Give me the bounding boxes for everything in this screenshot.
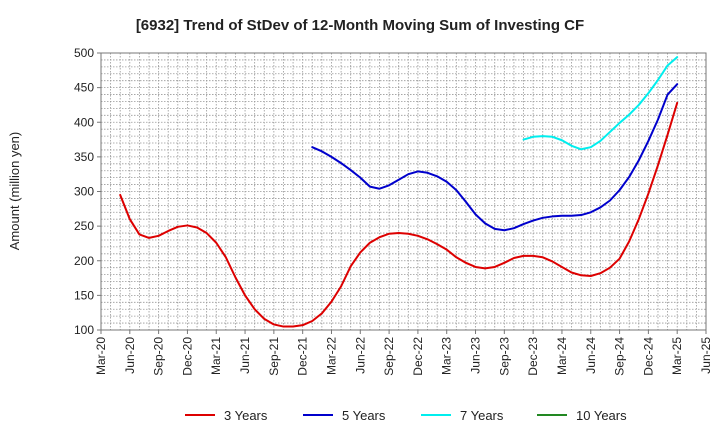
x-tick-label: Sep-23 xyxy=(497,337,511,376)
x-tick-label: Jun-22 xyxy=(353,337,367,374)
x-tick-label: Dec-24 xyxy=(641,337,655,376)
x-tick-label: Sep-20 xyxy=(152,337,166,376)
x-tick-label: Jun-23 xyxy=(469,337,483,374)
series-line-3-years xyxy=(119,101,679,328)
x-tick-label: Dec-22 xyxy=(411,337,425,376)
y-tick-label: 400 xyxy=(74,115,94,129)
series-line-5-years xyxy=(311,83,679,232)
y-tick-label: 150 xyxy=(74,288,94,302)
series-line-7-years xyxy=(522,56,679,151)
x-tick-label: Mar-21 xyxy=(209,337,223,375)
x-tick-label: Mar-24 xyxy=(555,337,569,375)
x-tick-label: Sep-24 xyxy=(613,337,627,376)
x-tick-label: Mar-23 xyxy=(440,337,454,375)
x-tick-label: Mar-25 xyxy=(670,337,684,375)
x-tick-label: Mar-20 xyxy=(94,337,108,375)
x-tick-label: Sep-22 xyxy=(382,337,396,376)
y-tick-label: 250 xyxy=(74,219,94,233)
legend-label-5-years: 5 Years xyxy=(342,408,386,423)
x-tick-label: Jun-24 xyxy=(584,337,598,374)
legend: 3 Years 5 Years 7 Years 10 Years xyxy=(185,408,627,423)
y-tick-label: 100 xyxy=(74,323,94,337)
x-tick-label: Dec-20 xyxy=(180,337,194,376)
x-tick-label: Jun-25 xyxy=(699,337,713,374)
y-tick-label: 200 xyxy=(74,254,94,268)
y-axis-label: Amount (million yen) xyxy=(7,132,22,251)
x-tick-label: Jun-20 xyxy=(123,337,137,374)
x-tick-label: Jun-21 xyxy=(238,337,252,374)
legend-label-3-years: 3 Years xyxy=(224,408,268,423)
x-tick-labels: Mar-20 Jun-20 Sep-20 Dec-20 Mar-21 Jun-21 Sep-… xyxy=(94,330,713,376)
y-tick-labels: 100 150 200 250 300 350 400 450 500 xyxy=(74,46,101,337)
y-tick-label: 350 xyxy=(74,150,94,164)
series-layer xyxy=(119,56,679,328)
x-tick-label: Sep-21 xyxy=(267,337,281,376)
x-tick-label: Dec-23 xyxy=(526,337,540,376)
legend-label-10-years: 10 Years xyxy=(576,408,627,423)
y-tick-label: 450 xyxy=(74,81,94,95)
y-tick-label: 500 xyxy=(74,46,94,60)
x-tick-label: Dec-21 xyxy=(296,337,310,376)
grid-layer xyxy=(100,52,707,331)
legend-label-7-years: 7 Years xyxy=(460,408,504,423)
x-tick-label: Mar-22 xyxy=(324,337,338,375)
y-tick-label: 300 xyxy=(74,185,94,199)
chart-title: [6932] Trend of StDev of 12-Month Moving… xyxy=(136,17,584,34)
